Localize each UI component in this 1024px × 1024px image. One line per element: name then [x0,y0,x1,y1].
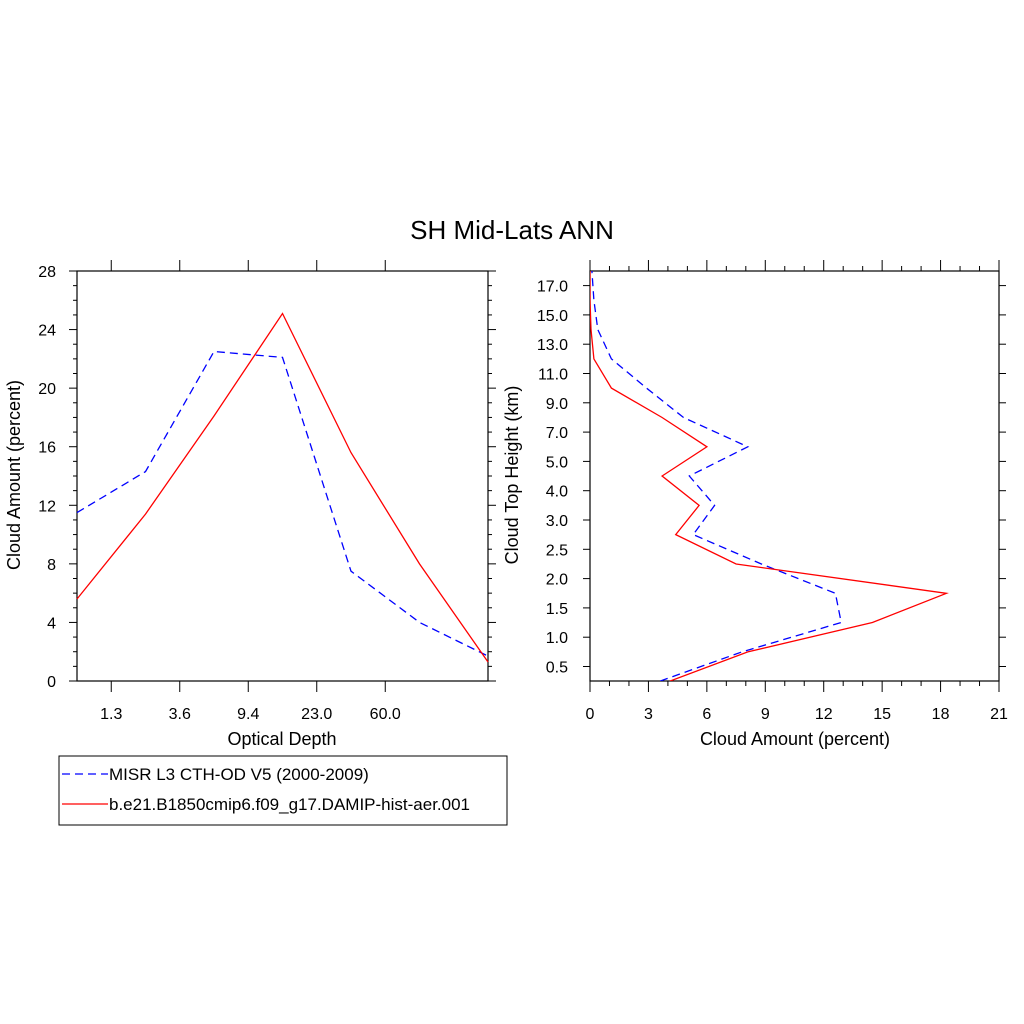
right-y-axis-label: Cloud Top Height (km) [502,386,522,565]
left-x-tick-label: 9.4 [237,706,259,723]
left-x-tick-label: 3.6 [169,706,191,723]
right-x-tick-label: 9 [761,706,770,723]
left-y-tick-label: 8 [47,557,56,574]
right-y-tick-label: 9.0 [546,396,568,413]
left-series-misr-line [76,350,489,657]
right-x-tick-label: 18 [932,706,950,723]
left-y-tick-label: 12 [38,498,56,515]
right-y-tick-label: 1.5 [546,601,568,618]
left-series-model-line [76,312,489,663]
left-y-tick-label: 16 [38,440,56,457]
legend-box [58,755,508,826]
left-y-tick-label: 28 [38,264,56,281]
right-x-tick-label: 0 [586,706,595,723]
legend-label-misr: MISR L3 CTH-OD V5 (2000-2009) [109,765,369,784]
right-x-tick-label: 12 [815,706,833,723]
right-y-tick-label: 5.0 [546,454,568,471]
right-panel: 0 3 6 9 12 15 18 21 0.5 1.0 1.5 2.0 2.5 3.0 4.0 5.0 7.0 9… [537,260,1008,723]
chart-title: SH Mid-Lats ANN [410,215,614,245]
left-panel: 0 4 8 12 16 20 24 28 1.3 3.6 9.4 23.0 60.0 [38,260,496,723]
right-y-tick-label: 15.0 [537,308,568,325]
left-y-tick-label: 20 [38,381,56,398]
right-y-tick-label: 13.0 [537,337,568,354]
right-x-tick-label: 6 [702,706,711,723]
right-y-tick-label: 2.0 [546,572,568,589]
right-y-tick-label: 1.0 [546,630,568,647]
right-x-axis-label: Cloud Amount (percent) [700,729,890,749]
legend: MISR L3 CTH-OD V5 (2000-2009) b.e21.B185… [58,755,508,826]
legend-label-model: b.e21.B1850cmip6.f09_g17.DAMIP-hist-aer.… [109,795,470,814]
left-x-tick-label: 23.0 [301,706,332,723]
right-x-tick-label: 15 [873,706,891,723]
right-y-tick-label: 17.0 [537,279,568,296]
right-y-tick-label: 3.0 [546,513,568,530]
left-y-axis-label: Cloud Amount (percent) [4,380,24,570]
right-series-misr-line [591,271,842,681]
left-x-tick-label: 60.0 [370,706,401,723]
left-y-tick-label: 24 [38,323,56,340]
left-y-tick-label: 0 [47,674,56,691]
right-y-tick-label: 2.5 [546,542,568,559]
right-y-tick-label: 4.0 [546,484,568,501]
right-y-tick-label: 11.0 [538,367,568,384]
left-x-axis-label: Optical Depth [227,729,336,749]
right-series-model-line [590,271,949,681]
left-x-tick-label: 1.3 [100,706,122,723]
right-y-tick-label: 7.0 [546,425,568,442]
right-x-tick-label: 21 [990,706,1008,723]
right-y-tick-label: 0.5 [546,660,568,677]
left-y-tick-label: 4 [47,615,56,632]
right-x-tick-label: 3 [644,706,653,723]
right-plot-frame [589,270,1000,682]
